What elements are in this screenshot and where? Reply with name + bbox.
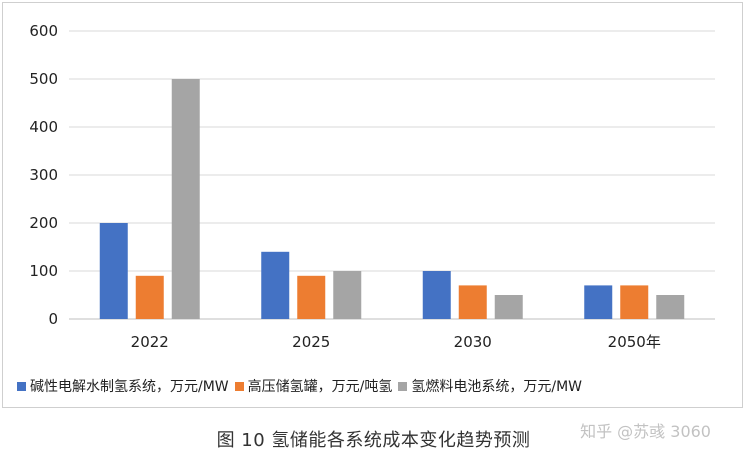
watermark: 知乎 @苏彧 3060 <box>580 422 711 441</box>
x-category-label: 2030 <box>454 333 492 351</box>
chart-frame: 0 100 200 300 400 500 600 2022 2025 2030 2050年 碱性… <box>2 2 743 408</box>
bar-chart: 0 100 200 300 400 500 600 2022 2025 2030 2050年 <box>29 22 715 351</box>
gridlines <box>69 30 715 320</box>
bar-alkaline-electrolysis-2050年 <box>584 285 613 319</box>
x-axis-category-labels: 2022 2025 2030 2050年 <box>131 333 661 351</box>
y-tick-label: 600 <box>29 22 58 40</box>
bar-fuel-cell-2050年 <box>656 295 685 319</box>
legend-label: 高压储氢罐，万元/吨氢 <box>247 379 393 395</box>
bar-fuel-cell-2025 <box>333 271 362 319</box>
bar-fuel-cell-2022 <box>171 79 200 319</box>
legend-swatch-blue <box>17 381 26 391</box>
bar-alkaline-electrolysis-2025 <box>261 251 290 319</box>
legend: 碱性电解水制氢系统，万元/MW 高压储氢罐，万元/吨氢 氢燃料电池系统，万元/M… <box>17 375 742 397</box>
bar-alkaline-electrolysis-2030 <box>422 271 451 319</box>
legend-item-alkaline-electrolysis: 碱性电解水制氢系统，万元/MW <box>17 376 229 396</box>
y-tick-label: 100 <box>29 262 58 280</box>
bar-high-pressure-tank-2030 <box>458 285 487 319</box>
x-category-label: 2050年 <box>608 333 661 351</box>
legend-label: 氢燃料电池系统，万元/MW <box>411 379 582 395</box>
bar-high-pressure-tank-2022 <box>135 275 164 319</box>
y-tick-label: 0 <box>48 310 58 328</box>
y-tick-label: 200 <box>29 214 58 232</box>
y-tick-label: 300 <box>29 166 58 184</box>
bar-fuel-cell-2030 <box>494 295 523 319</box>
x-category-label: 2022 <box>131 333 169 351</box>
legend-label: 碱性电解水制氢系统，万元/MW <box>30 379 229 395</box>
legend-swatch-orange <box>234 381 244 391</box>
figure-caption: 图 10 氢储能各系统成本变化趋势预测 <box>216 430 531 451</box>
bar-alkaline-electrolysis-2022 <box>99 223 128 319</box>
bar-high-pressure-tank-2025 <box>297 275 326 319</box>
y-axis-tick-labels: 0 100 200 300 400 500 600 <box>29 22 58 328</box>
x-category-label: 2025 <box>292 333 330 351</box>
legend-item-fuel-cell: 氢燃料电池系统，万元/MW <box>398 376 582 396</box>
legend-item-high-pressure-tank: 高压储氢罐，万元/吨氢 <box>234 376 393 396</box>
y-tick-label: 500 <box>29 70 58 88</box>
bar-high-pressure-tank-2050年 <box>620 285 649 319</box>
bars <box>99 79 685 319</box>
legend-swatch-gray <box>398 381 408 391</box>
y-tick-label: 400 <box>29 118 58 136</box>
